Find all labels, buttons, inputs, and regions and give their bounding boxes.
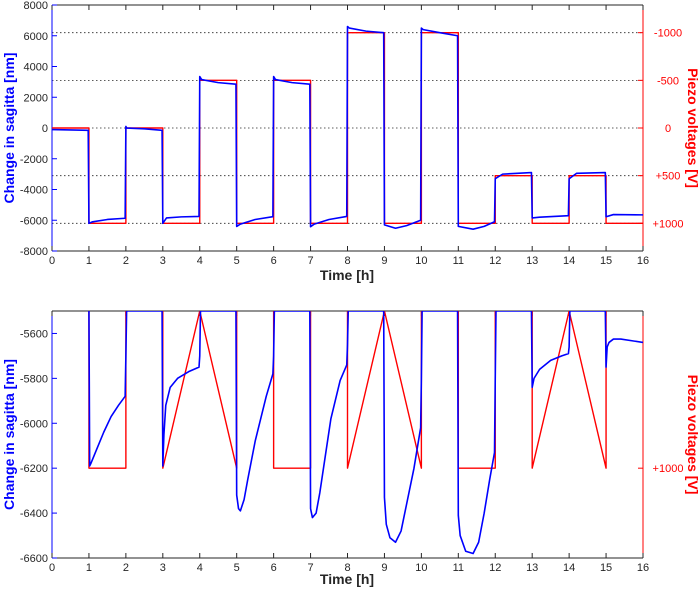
x-tick-label-5: 5 <box>234 562 240 574</box>
x-tick-label-9: 9 <box>381 255 387 267</box>
x-tick-label-6: 6 <box>271 255 277 267</box>
y2-tick-label-3: +500 <box>656 171 681 183</box>
x-tick-label-9: 9 <box>381 562 387 574</box>
x-tick-label-8: 8 <box>344 255 350 267</box>
x-tick-label-13: 13 <box>526 255 538 267</box>
y-tick-label-5: -5600 <box>20 328 48 340</box>
y-axis-label: Change in sagitta [nm] <box>1 53 17 204</box>
bottom-chart: 0 1 2 3 4 5 6 7 8 9 10 11 12 13 14 15 16-6600-6400-6200-… <box>1 310 700 587</box>
x-tick-label-11: 11 <box>453 562 464 574</box>
sagitta-series-line <box>52 25 643 230</box>
y2-tick-label-0: -1000 <box>654 28 682 40</box>
x-tick-label-3: 3 <box>160 255 166 267</box>
y-axis-label: Change in sagitta [nm] <box>1 359 17 510</box>
x-tick-label-7: 7 <box>308 562 314 574</box>
x-tick-label-16: 16 <box>637 255 649 267</box>
y2-tick-label-1: -500 <box>657 75 679 87</box>
x-tick-label-15: 15 <box>600 255 612 267</box>
y-tick-label-7: 6000 <box>24 31 48 43</box>
y-tick-label-2: -6200 <box>20 463 48 475</box>
y-tick-label-0: -8000 <box>20 246 48 258</box>
y-tick-label-1: -6000 <box>20 215 48 227</box>
x-tick-label-8: 8 <box>344 562 350 574</box>
y-tick-label-0: -6600 <box>20 553 48 565</box>
y-tick-label-3: -6000 <box>20 418 48 430</box>
x-tick-label-0: 0 <box>49 255 55 267</box>
x-tick-label-6: 6 <box>271 562 277 574</box>
y-tick-label-2: -4000 <box>20 185 48 197</box>
x-tick-label-14: 14 <box>563 255 575 267</box>
sagitta-series-line <box>88 311 643 555</box>
x-tick-label-5: 5 <box>234 255 240 267</box>
y2-axis-label: Piezo voltages [V] <box>685 375 700 495</box>
y-tick-label-4: -5800 <box>20 373 48 385</box>
y2-axis-label: Piezo voltages [V] <box>685 68 700 188</box>
x-tick-label-10: 10 <box>415 562 427 574</box>
x-tick-label-12: 12 <box>489 255 501 267</box>
x-tick-label-7: 7 <box>308 255 314 267</box>
x-tick-label-4: 4 <box>197 562 203 574</box>
x-tick-label-1: 1 <box>86 562 92 574</box>
x-tick-label-0: 0 <box>49 562 55 574</box>
y-tick-label-4: 0 <box>42 123 48 135</box>
x-tick-label-13: 13 <box>526 562 538 574</box>
y-tick-label-3: -2000 <box>20 154 48 166</box>
x-tick-label-16: 16 <box>637 562 649 574</box>
x-tick-label-10: 10 <box>415 255 427 267</box>
y-tick-label-8: 8000 <box>24 0 48 12</box>
x-tick-label-3: 3 <box>160 562 166 574</box>
y2-tick-label-2: 0 <box>665 123 671 135</box>
x-tick-label-15: 15 <box>600 562 612 574</box>
y-tick-label-5: 2000 <box>24 92 48 104</box>
y-tick-label-6: 4000 <box>24 62 48 74</box>
x-tick-label-12: 12 <box>489 562 501 574</box>
x-tick-label-14: 14 <box>563 562 575 574</box>
y-tick-label-1: -6400 <box>20 508 48 520</box>
x-tick-label-2: 2 <box>123 562 129 574</box>
x-axis-label: Time [h] <box>320 571 374 587</box>
x-tick-label-2: 2 <box>123 255 129 267</box>
y2-tick-label-4: +1000 <box>653 218 684 230</box>
x-axis-label: Time [h] <box>320 267 374 283</box>
x-tick-label-1: 1 <box>86 255 92 267</box>
top-chart: 0 1 2 3 4 5 6 7 8 9 10 11 12 13 14 15 16-8000-6000-4000-… <box>1 0 700 283</box>
y2-tick-label-0: +1000 <box>653 463 684 475</box>
x-tick-label-4: 4 <box>197 255 203 267</box>
x-tick-label-11: 11 <box>453 255 464 267</box>
